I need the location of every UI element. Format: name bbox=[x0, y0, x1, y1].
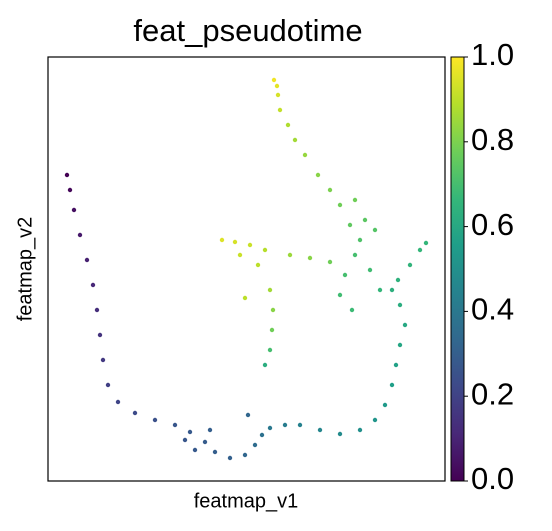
point bbox=[362, 217, 368, 223]
x-axis-label: featmap_v1 bbox=[194, 490, 299, 512]
point bbox=[337, 292, 343, 298]
point bbox=[349, 307, 355, 313]
point bbox=[90, 282, 96, 288]
point bbox=[97, 332, 103, 338]
point bbox=[342, 272, 348, 278]
point bbox=[219, 237, 225, 243]
colorbar-tick-label: 0.4 bbox=[471, 292, 514, 327]
point bbox=[267, 287, 273, 293]
point bbox=[397, 342, 403, 348]
point bbox=[212, 449, 218, 455]
point bbox=[292, 137, 298, 143]
point bbox=[259, 432, 265, 438]
point bbox=[115, 399, 121, 405]
point bbox=[269, 327, 275, 333]
point bbox=[372, 227, 378, 233]
point bbox=[287, 252, 293, 258]
point bbox=[262, 247, 268, 253]
point bbox=[274, 83, 280, 89]
point bbox=[152, 417, 158, 423]
point bbox=[242, 452, 248, 458]
point bbox=[285, 122, 291, 128]
point bbox=[357, 237, 363, 243]
point bbox=[237, 252, 243, 258]
point bbox=[245, 412, 251, 418]
point bbox=[267, 425, 273, 431]
point bbox=[402, 322, 408, 328]
point bbox=[327, 187, 333, 193]
point bbox=[207, 427, 213, 433]
y-axis-label: featmap_v2 bbox=[14, 217, 36, 322]
point bbox=[337, 202, 343, 208]
point bbox=[389, 382, 395, 388]
point bbox=[100, 357, 106, 363]
point bbox=[382, 402, 388, 408]
point bbox=[423, 240, 429, 246]
point bbox=[227, 455, 233, 461]
point bbox=[270, 307, 276, 313]
point bbox=[267, 347, 273, 353]
point bbox=[192, 447, 198, 453]
point bbox=[417, 247, 423, 253]
colorbar-tick-label: 1.0 bbox=[471, 37, 514, 72]
point bbox=[94, 307, 100, 313]
colorbar-tick-label: 0.2 bbox=[471, 376, 514, 411]
point bbox=[277, 107, 283, 113]
colorbar-tick-label: 0.6 bbox=[471, 207, 514, 242]
point bbox=[372, 417, 378, 423]
point bbox=[352, 252, 358, 258]
point bbox=[357, 427, 363, 433]
point bbox=[67, 187, 73, 193]
point bbox=[77, 232, 83, 238]
point bbox=[407, 262, 413, 268]
point bbox=[327, 259, 333, 265]
colorbar bbox=[450, 56, 465, 482]
point bbox=[271, 77, 277, 83]
point bbox=[172, 422, 178, 428]
colorbar-tick-label: 0.0 bbox=[471, 461, 514, 496]
point bbox=[317, 427, 323, 433]
point bbox=[105, 382, 111, 388]
colorbar-tick-label: 0.8 bbox=[471, 122, 514, 157]
point bbox=[367, 267, 373, 273]
point bbox=[84, 257, 90, 263]
point bbox=[242, 295, 248, 301]
point bbox=[397, 302, 403, 308]
plot-frame bbox=[47, 56, 446, 482]
point bbox=[307, 255, 313, 261]
point bbox=[395, 277, 401, 283]
point bbox=[275, 92, 281, 98]
point bbox=[302, 152, 308, 158]
point bbox=[393, 362, 399, 368]
point bbox=[377, 287, 383, 293]
point bbox=[247, 242, 253, 248]
point bbox=[389, 287, 395, 293]
point bbox=[182, 437, 188, 443]
point bbox=[315, 172, 321, 178]
point bbox=[252, 442, 258, 448]
point bbox=[347, 222, 353, 228]
chart-title: feat_pseudotime bbox=[133, 13, 362, 48]
point bbox=[71, 207, 77, 213]
point bbox=[297, 422, 303, 428]
point bbox=[337, 431, 343, 437]
point bbox=[262, 362, 268, 368]
point bbox=[282, 422, 288, 428]
point bbox=[202, 439, 208, 445]
point bbox=[132, 410, 138, 416]
point bbox=[232, 239, 238, 245]
point bbox=[352, 197, 358, 203]
point bbox=[255, 262, 261, 268]
point bbox=[187, 429, 193, 435]
point bbox=[64, 172, 70, 178]
